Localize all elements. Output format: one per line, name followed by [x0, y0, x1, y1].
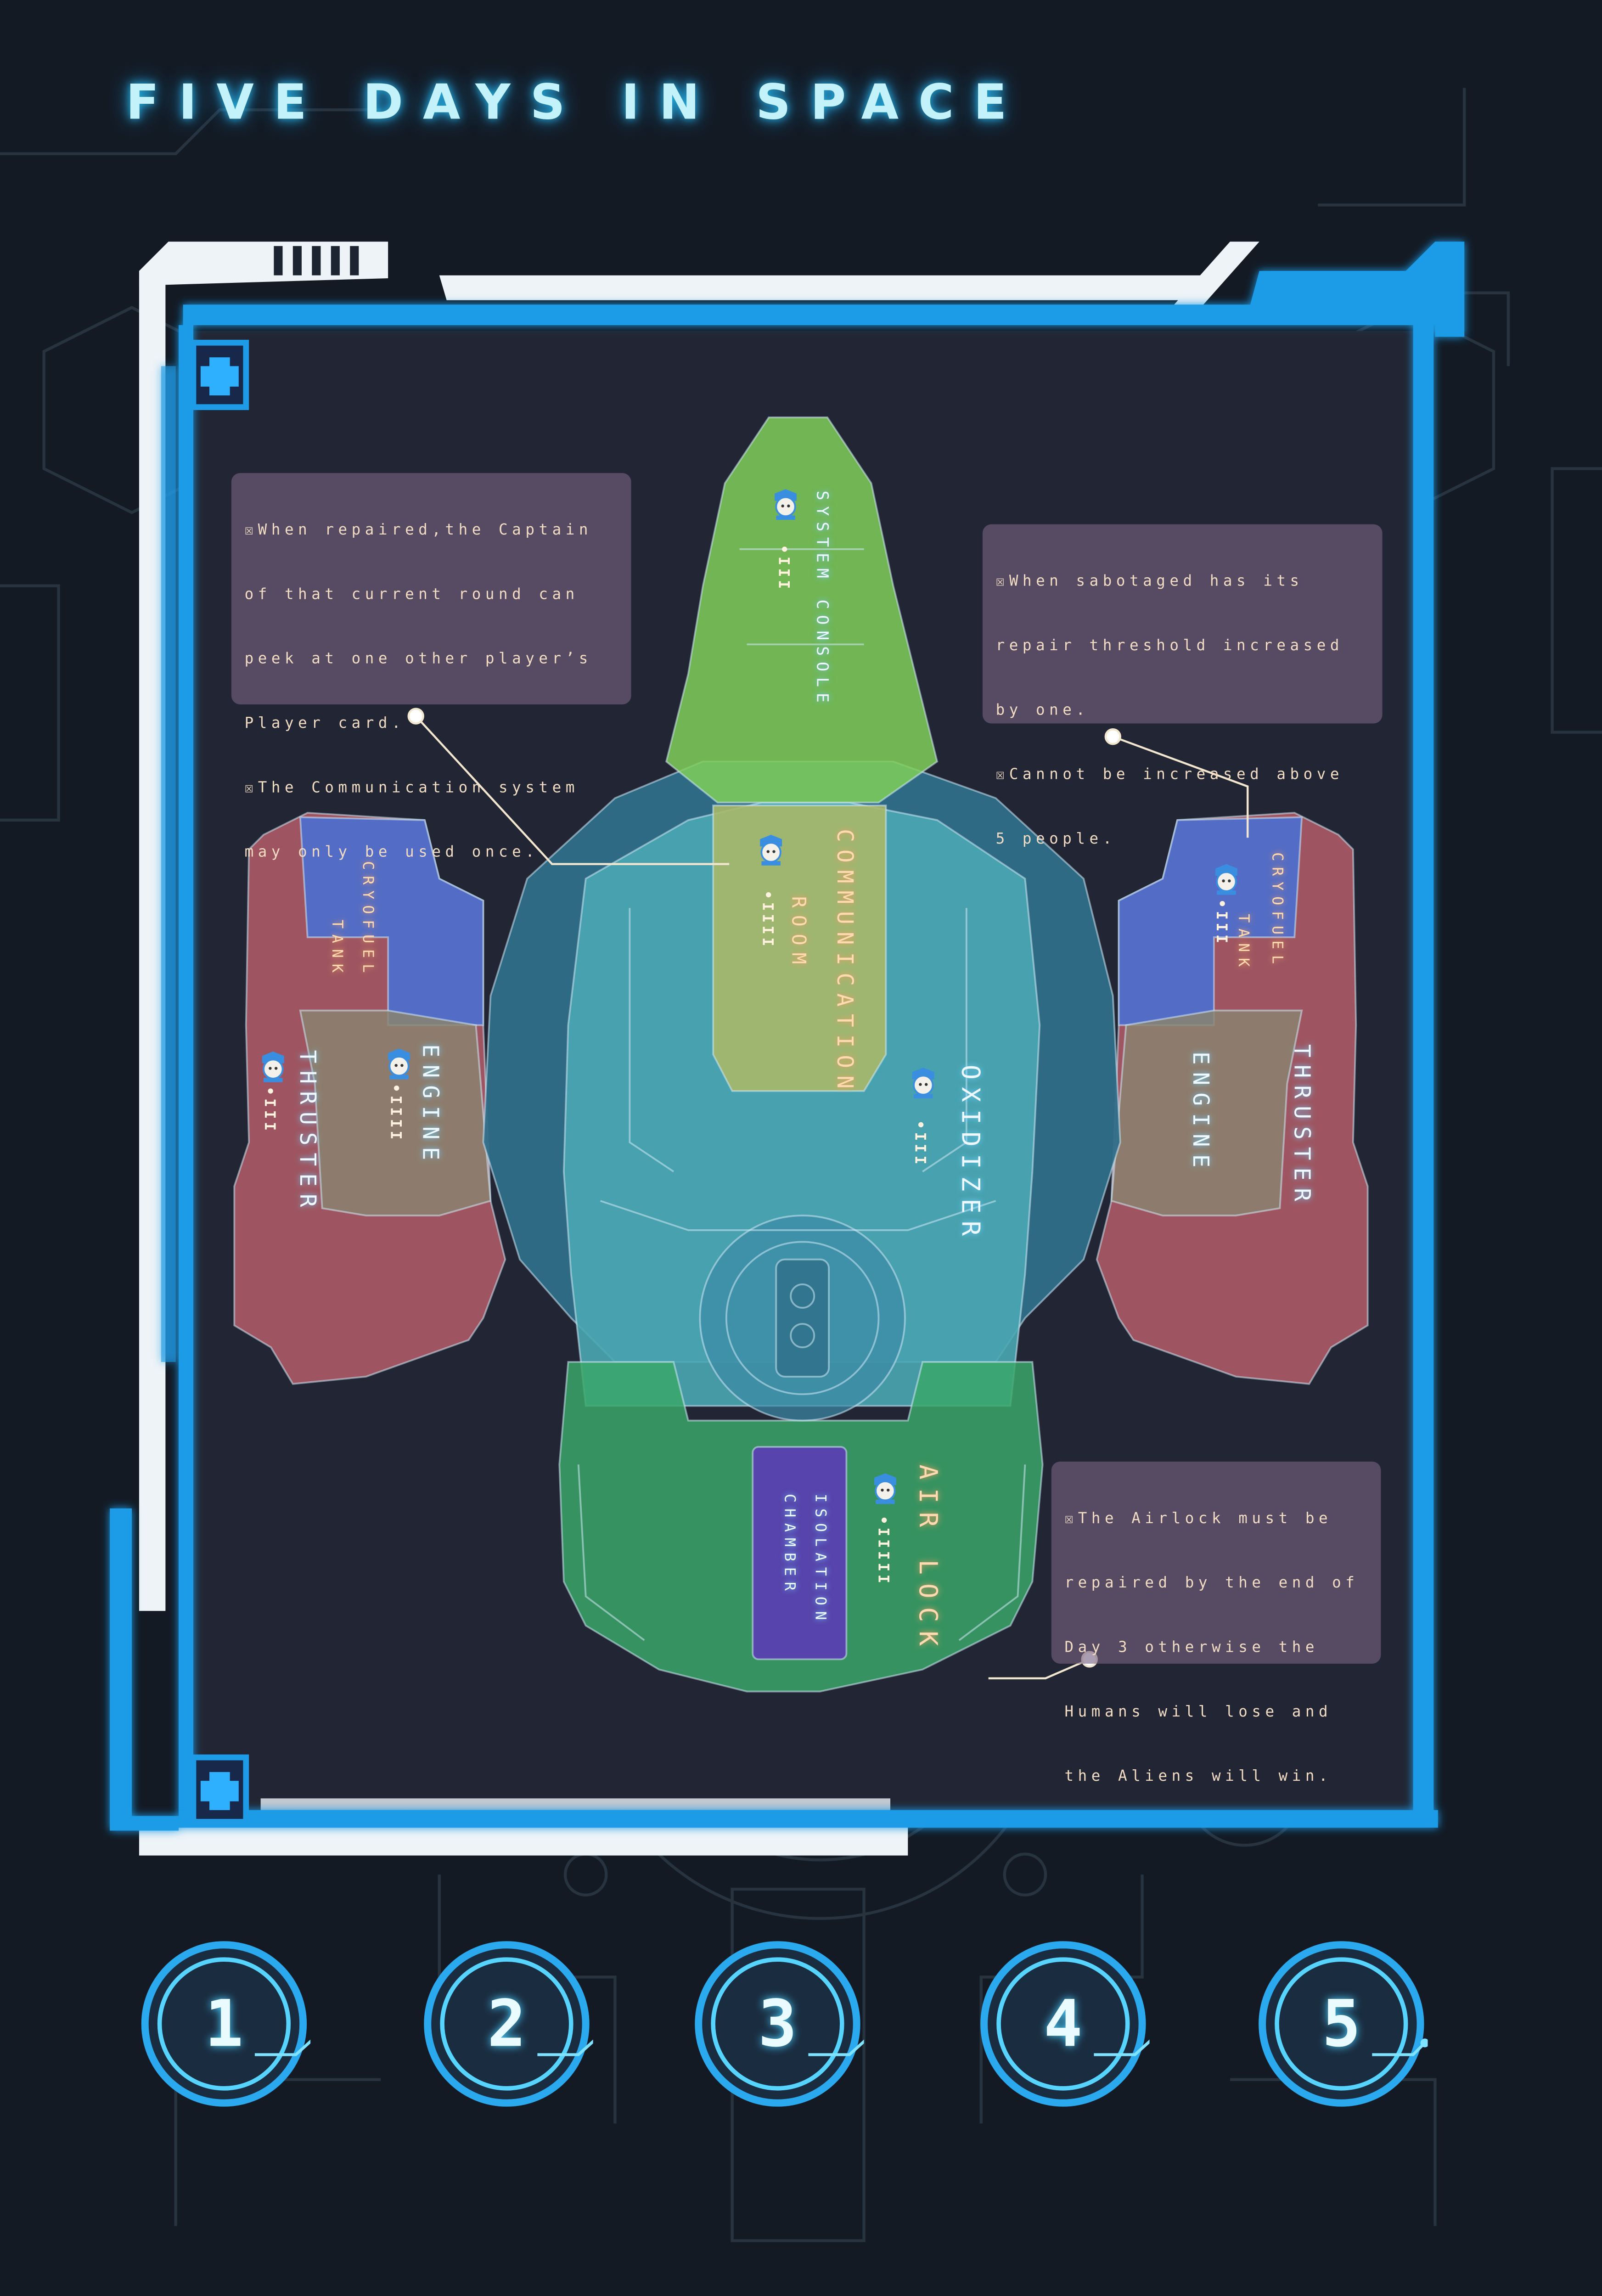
astronaut-icon — [262, 1051, 284, 1082]
label-engine-right: ENGINE — [1187, 1051, 1214, 1175]
note-communication: ☒When repaired,the Captain of that curre… — [231, 473, 631, 861]
astronaut-icon — [912, 1067, 934, 1098]
note-line: ☒When repaired,the Captain — [245, 516, 619, 548]
day-ring-icon — [1259, 1941, 1429, 2107]
label-tank-right: TANK — [1234, 914, 1251, 973]
day-number: 3 — [758, 1986, 797, 2061]
day-ring-icon — [424, 1941, 613, 2107]
repair-pips: •IIII — [386, 1084, 403, 1142]
day-4-tracker[interactable]: 4 — [977, 1937, 1169, 2110]
repair-pips: •IIIII — [874, 1515, 891, 1587]
label-tank-left: TANK — [328, 919, 344, 979]
repair-pips: •III — [1212, 899, 1229, 946]
checkbox-icon: ☒ — [244, 523, 258, 539]
communication-room-section — [712, 805, 887, 1092]
right-engine-section — [1110, 1009, 1303, 1216]
note-line: may only be used once. — [244, 845, 539, 861]
label-system-console: SYSTEM CONSOLE — [813, 490, 832, 709]
note-line: repaired by the end of — [1064, 1576, 1359, 1592]
checkbox-icon: ☒ — [995, 767, 1009, 784]
label-thruster-right: THRUSTER — [1288, 1044, 1315, 1209]
note-line: of that current round can — [244, 587, 579, 603]
label-oxidizer: OXIDIZER — [955, 1064, 984, 1244]
day-number: 5 — [1322, 1986, 1361, 2061]
label-communication: COMMUNICATION — [832, 829, 858, 1096]
astronaut-icon — [388, 1048, 410, 1080]
label-cryofuel-right: CRYOFUEL — [1268, 852, 1284, 970]
label-air-lock: AIR LOCK — [912, 1464, 942, 1655]
day-3-tracker[interactable]: 3 — [691, 1937, 883, 2110]
label-chamber: CHAMBER — [780, 1493, 797, 1597]
day-number: 4 — [1044, 1986, 1083, 2061]
checkbox-icon: ☒ — [1064, 1511, 1078, 1528]
day-number: 2 — [487, 1986, 526, 2061]
checkbox-icon: ☒ — [995, 574, 1009, 591]
day-2-tracker[interactable]: 2 — [420, 1937, 613, 2110]
day-1-tracker[interactable]: 1 — [138, 1937, 330, 2110]
note-line: 5 people. — [995, 832, 1116, 848]
note-line: Day 3 otherwise the — [1064, 1640, 1319, 1656]
note-line: repair threshold increased — [995, 638, 1344, 655]
right-cryofuel-section — [1118, 816, 1303, 1026]
astronaut-icon — [775, 489, 797, 520]
note-sabotage: ☒When sabotaged has its repair threshold… — [982, 524, 1383, 848]
note-line: ☒The Airlock must be — [1065, 1504, 1369, 1536]
repair-pips: •III — [775, 545, 791, 592]
checkbox-icon: ☒ — [244, 780, 258, 797]
left-engine-section — [299, 1009, 492, 1216]
astronaut-icon — [760, 834, 782, 866]
label-isolation: ISOLATION — [811, 1493, 827, 1626]
label-thruster-left: THRUSTER — [294, 1050, 321, 1215]
note-line: by one. — [995, 703, 1090, 719]
astronaut-icon — [874, 1473, 896, 1504]
day-ring-icon — [141, 1941, 330, 2107]
note-line: ☒When sabotaged has its — [996, 567, 1371, 599]
note-line: Player card. — [244, 716, 405, 732]
repair-pips: •III — [911, 1120, 927, 1168]
astronaut-icon — [1215, 864, 1237, 895]
label-cryofuel-left: CRYOFUEL — [359, 861, 375, 979]
repair-pips: •III — [260, 1086, 277, 1134]
system-console-section — [665, 416, 939, 804]
day-ring-icon — [695, 1941, 883, 2107]
note-line: ☒Cannot be increased above — [996, 760, 1371, 792]
repair-pips: •IIII — [759, 890, 775, 949]
label-engine-left: ENGINE — [417, 1044, 444, 1168]
left-cryofuel-section — [299, 816, 484, 1026]
note-line: ☒The Communication system — [245, 773, 619, 805]
label-room: ROOM — [786, 896, 809, 972]
day-5-tracker[interactable]: 5 — [1255, 1937, 1429, 2110]
note-line: peek at one other player’s — [244, 652, 592, 668]
note-line: the Aliens will win. — [1064, 1769, 1332, 1785]
page-title: FIVE DAYS IN SPACE — [126, 73, 1027, 130]
isolation-chamber-section — [752, 1446, 848, 1660]
day-ring-icon — [980, 1941, 1169, 2107]
note-line: Humans will lose and — [1064, 1705, 1332, 1721]
day-number: 1 — [204, 1986, 244, 2061]
note-airlock: ☒The Airlock must be repaired by the end… — [1051, 1461, 1381, 1785]
